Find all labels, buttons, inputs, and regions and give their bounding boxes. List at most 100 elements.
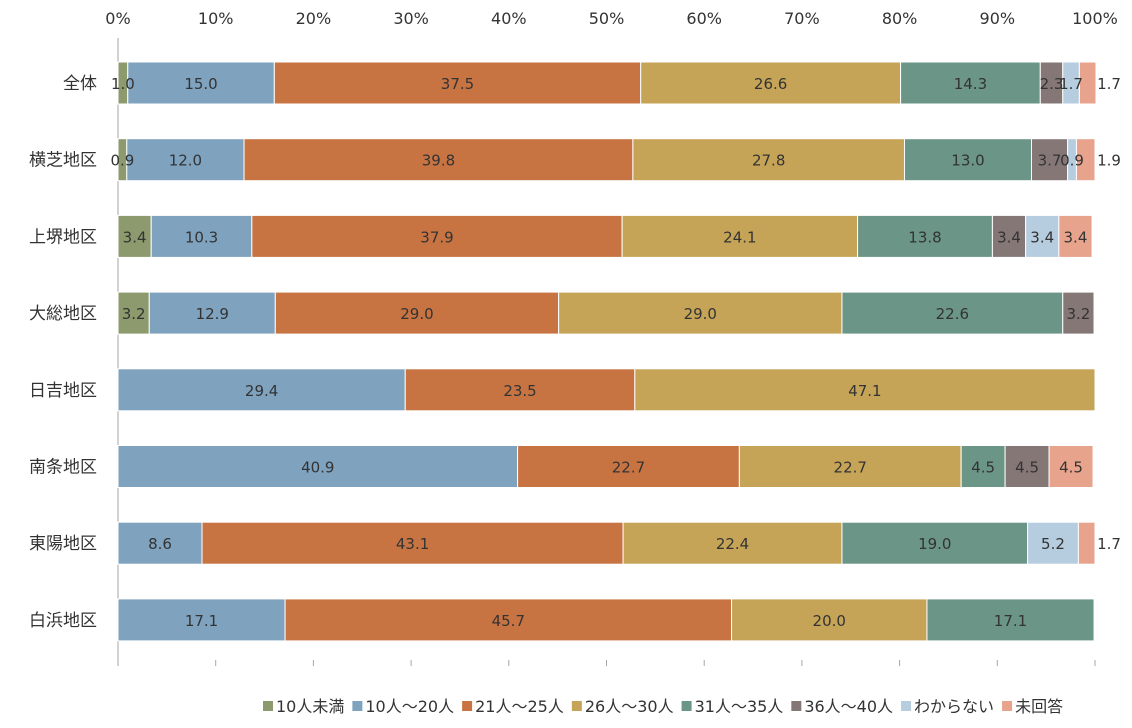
- legend-swatch: [352, 701, 363, 711]
- legend-item: 21人～25人: [462, 697, 564, 716]
- bar-segment: [903, 138, 1032, 182]
- bar-segment: [117, 291, 150, 335]
- data-label: 8.6: [148, 535, 172, 553]
- bar-segment: [640, 61, 902, 105]
- bar-segment: [404, 368, 636, 412]
- data-label: 40.9: [301, 459, 334, 477]
- legend-swatch: [901, 701, 912, 711]
- x-tick-label: 50%: [589, 9, 625, 28]
- data-label: 22.6: [936, 305, 969, 323]
- category-label: 全体: [63, 74, 97, 94]
- legend-swatch: [681, 701, 692, 711]
- data-label: 4.5: [1059, 459, 1083, 477]
- data-label: 29.0: [400, 305, 433, 323]
- data-label: 3.7: [1038, 152, 1062, 170]
- data-label: 14.3: [954, 75, 987, 93]
- bar-segment: [148, 291, 276, 335]
- bar-segment: [841, 291, 1064, 335]
- x-tick-label: 60%: [686, 9, 722, 28]
- data-label: 29.4: [245, 382, 278, 400]
- x-tick-label: 100%: [1072, 9, 1118, 28]
- bar-segment: [1078, 61, 1097, 105]
- category-label: 白浜地区: [29, 611, 97, 631]
- data-label: 1.0: [111, 75, 135, 93]
- data-label: 12.0: [169, 152, 202, 170]
- bar-segment: [1075, 138, 1096, 182]
- data-label: 45.7: [492, 612, 525, 630]
- data-label: 39.8: [422, 152, 455, 170]
- data-label: 1.9: [1097, 152, 1121, 170]
- bar-segment: [731, 598, 928, 642]
- data-label: 1.7: [1097, 75, 1121, 93]
- data-label: 13.0: [951, 152, 984, 170]
- data-label: 4.5: [971, 459, 995, 477]
- legend-item: わからない: [901, 697, 994, 716]
- bar-segment: [273, 61, 642, 105]
- data-label: 23.5: [503, 382, 536, 400]
- bar-segment: [201, 521, 624, 565]
- data-label: 3.4: [1064, 228, 1088, 246]
- x-tick-label: 0%: [105, 9, 130, 28]
- data-label: 3.4: [997, 228, 1021, 246]
- data-label: 3.2: [1066, 305, 1090, 323]
- data-label: 43.1: [396, 535, 429, 553]
- bar-segment: [1048, 445, 1094, 488]
- data-label: 0.9: [1060, 152, 1084, 170]
- data-label: 10.3: [185, 228, 218, 246]
- bar-segment: [1062, 291, 1095, 335]
- bar-segment: [274, 291, 560, 335]
- data-label: 5.2: [1041, 535, 1065, 553]
- bar-segment: [926, 598, 1095, 642]
- bar-segment: [1004, 445, 1050, 488]
- data-label: 22.7: [834, 459, 867, 477]
- legend-item: 未回答: [1002, 697, 1063, 716]
- bar-segment: [1077, 521, 1096, 565]
- data-label: 17.1: [185, 612, 218, 630]
- x-tick-label: 80%: [882, 9, 918, 28]
- legend-label: 31人～35人: [695, 697, 784, 716]
- bar-segment: [634, 368, 1096, 412]
- x-tick-label: 10%: [198, 9, 234, 28]
- category-label: 東陽地区: [29, 534, 97, 554]
- category-label: 横芝地区: [29, 151, 97, 171]
- category-label: 大総地区: [29, 304, 97, 324]
- legend-label: 21人～25人: [475, 697, 564, 716]
- legend-label: わからない: [914, 697, 994, 716]
- legend-swatch: [791, 701, 802, 711]
- data-label: 26.6: [754, 75, 787, 93]
- legend-swatch: [571, 701, 582, 711]
- bar-segment: [150, 214, 253, 258]
- legend-swatch: [263, 701, 273, 711]
- x-tick-label: 40%: [491, 9, 527, 28]
- bar-segment: [558, 291, 843, 335]
- data-label: 3.4: [1030, 228, 1054, 246]
- data-label: 22.7: [612, 459, 645, 477]
- category-label: 日吉地区: [29, 381, 97, 401]
- data-label: 3.2: [122, 305, 146, 323]
- category-label: 南条地区: [29, 458, 97, 478]
- bar-segment: [251, 214, 623, 258]
- data-label: 2.3: [1040, 75, 1064, 93]
- bar-segment: [900, 61, 1041, 105]
- data-label: 29.0: [684, 305, 717, 323]
- bar-segment: [117, 598, 286, 642]
- legend-item: 31人～35人: [681, 697, 784, 716]
- data-label: 0.9: [110, 152, 134, 170]
- data-label: 17.1: [994, 612, 1027, 630]
- bar-segment: [117, 445, 519, 488]
- data-label: 47.1: [848, 382, 881, 400]
- data-label: 13.8: [908, 228, 941, 246]
- bar-segment: [1058, 214, 1093, 258]
- legend-item: 10人未満: [263, 697, 344, 716]
- x-tick-label: 70%: [784, 9, 820, 28]
- legend-item: 10人～20人: [352, 697, 454, 716]
- data-label: 27.8: [752, 152, 785, 170]
- data-label: 3.4: [123, 228, 147, 246]
- bar-segment: [117, 214, 152, 258]
- legend-label: 未回答: [1015, 697, 1063, 716]
- legend-swatch: [1002, 701, 1013, 711]
- data-label: 37.9: [420, 228, 453, 246]
- data-label: 20.0: [813, 612, 846, 630]
- data-label: 22.4: [716, 535, 749, 553]
